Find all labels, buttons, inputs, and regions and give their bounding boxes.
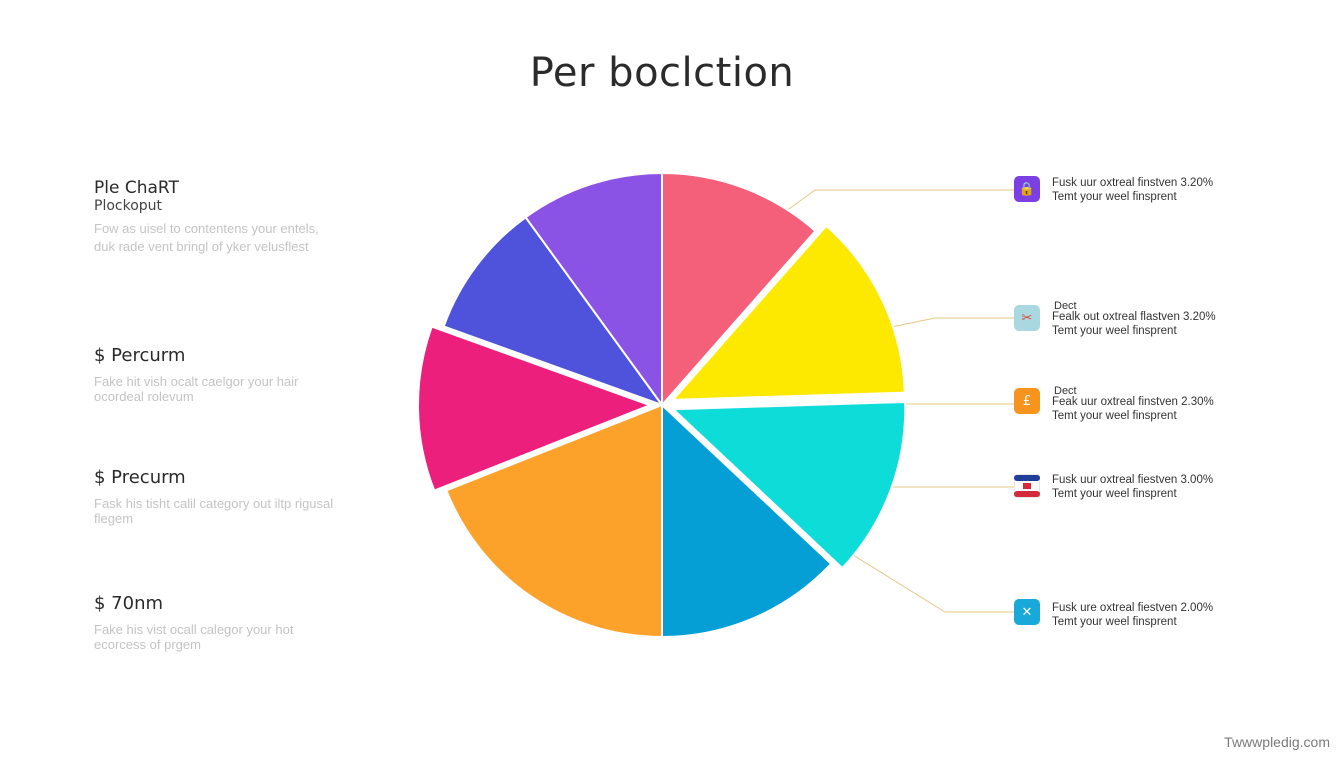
legend-line: Temt your weel finsprent — [1052, 616, 1177, 628]
legend-line: Temt your weel finsprent — [1052, 488, 1177, 500]
legend-line: Fusk uur oxtreal finstven 3.20% — [1052, 177, 1214, 189]
stat-value: $ Percurm — [94, 345, 186, 366]
left-panel-subheading: Plockoput — [94, 198, 163, 214]
stat-block-1: $ Percurm Fake hit vish ocalt caelgor yo… — [94, 345, 334, 404]
legend-tag: Dect — [1054, 385, 1077, 397]
pie-slices — [417, 171, 907, 639]
pie-slice-5 — [444, 403, 663, 639]
legend-line: Temt your weel finsprent — [1052, 325, 1177, 337]
legend-tag: Dect — [1054, 300, 1077, 312]
legend-line: Fusk ure oxtreal fiestven 2.00% — [1052, 602, 1214, 614]
scissors-icon-glyph: ✂ — [1021, 310, 1033, 326]
stat-block-2: $ Precurm Fask his tisht calil category … — [94, 467, 334, 526]
pie-slice-4 — [661, 402, 833, 639]
leader-line — [876, 317, 1014, 331]
lock-icon: 🔒 — [1014, 176, 1040, 202]
tools-icon: ✕ — [1014, 599, 1040, 625]
stat-desc: Fask his tisht calil category out iltp r… — [94, 496, 334, 526]
pie-slice-6 — [417, 325, 653, 492]
coin-icon: £ — [1014, 388, 1040, 414]
legend-line: Fealk out oxtreal flastven 3.20% — [1052, 311, 1216, 323]
leader-line — [784, 189, 1014, 213]
pie-slice-3 — [670, 400, 907, 570]
tools-icon-glyph: ✕ — [1021, 604, 1033, 620]
scissors-icon: ✂ — [1014, 305, 1040, 331]
left-panel-heading: Ple ChaRT — [94, 178, 179, 198]
stat-desc: Fake his vist ocall calegor your hot eco… — [94, 622, 294, 652]
stat-desc: Fake hit vish ocalt caelgor your hair oc… — [94, 374, 299, 404]
pie-slice-7 — [442, 215, 665, 408]
chart-title: Per boclction — [529, 50, 795, 96]
pie-slice-8 — [524, 171, 663, 409]
legend-line: Temt your weel finsprent — [1052, 410, 1177, 422]
left-panel: Ple ChaRT Plockoput Fow as uisel to cont… — [94, 178, 334, 256]
coin-icon-glyph: £ — [1022, 393, 1032, 409]
legend-line: Temt your weel finsprent — [1052, 191, 1177, 203]
legend-line: Feak uur oxtreal finstven 2.30% — [1052, 396, 1214, 408]
left-panel-body: Fow as uisel to contentens your entels, … — [94, 221, 319, 254]
leader-line — [844, 549, 1014, 613]
flag-icon — [1014, 473, 1040, 499]
stat-block-3: $ 70nm Fake his vist ocall calegor your … — [94, 593, 334, 652]
watermark: Twwwpledig.com — [1224, 734, 1330, 750]
stat-value: $ Precurm — [94, 467, 186, 488]
legend-line: Fusk uur oxtreal fiestven 3.00% — [1052, 474, 1214, 486]
flag-icon-graphic — [1014, 474, 1040, 498]
pie-slice-1 — [661, 171, 817, 408]
leader-lines — [784, 189, 1014, 613]
pie-slice-2 — [670, 224, 906, 401]
stat-value: $ 70nm — [94, 593, 164, 614]
lock-icon-glyph: 🔒 — [1018, 181, 1036, 197]
